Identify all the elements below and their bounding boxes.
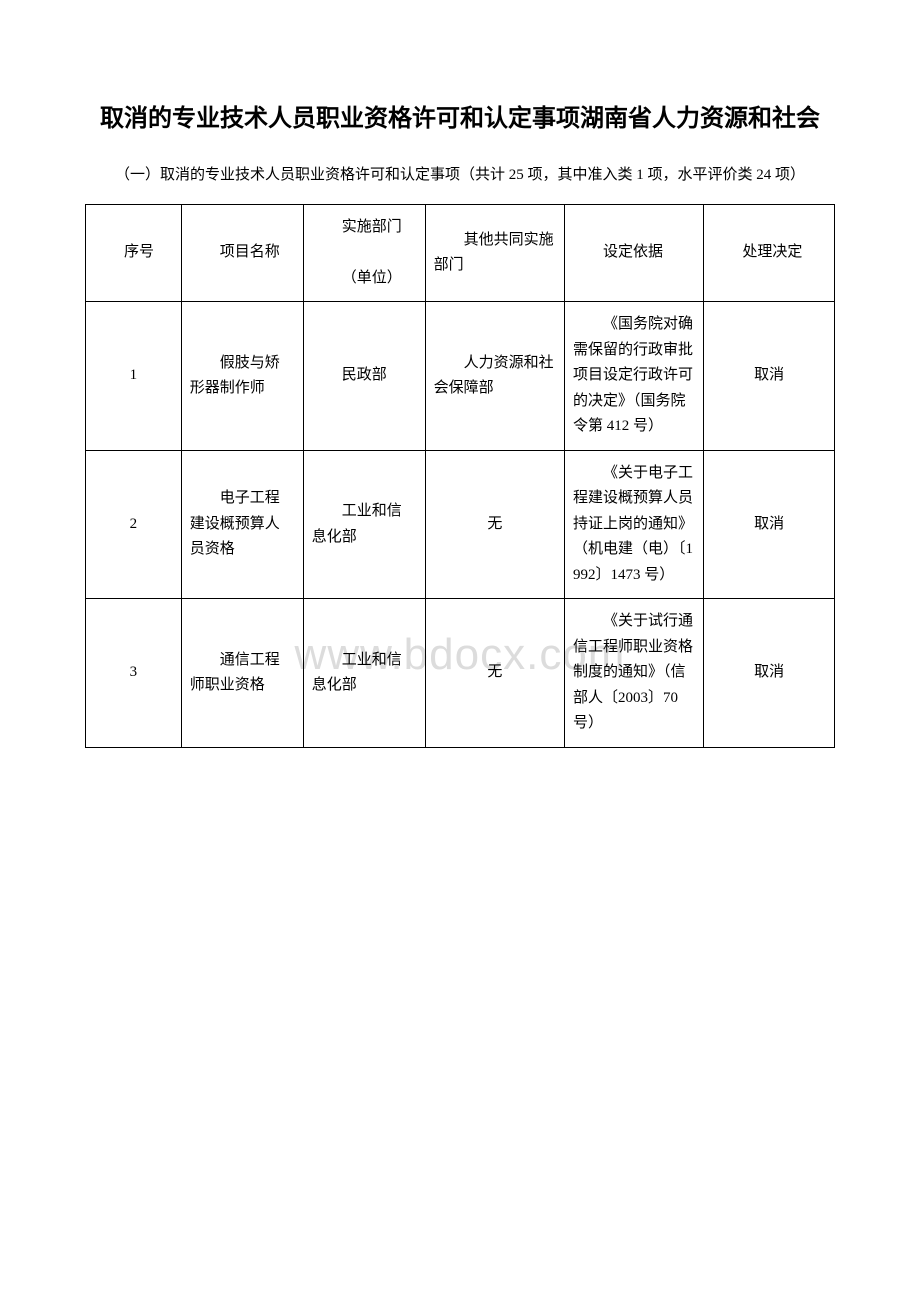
cell-basis-text: 《关于试行通信工程师职业资格制度的通知》（信部人〔2003〕70 号）	[573, 609, 695, 737]
cell-seq: 2	[86, 450, 182, 599]
header-seq-text: 序号	[94, 240, 173, 266]
cell-name: 电子工程建设概预算人员资格	[181, 450, 303, 599]
cell-basis-text: 《国务院对确需保留的行政审批项目设定行政许可的决定》（国务院令第 412 号）	[573, 312, 695, 440]
header-seq: 序号	[86, 204, 182, 302]
cell-dept: 民政部	[303, 302, 425, 451]
header-decision-text: 处理决定	[712, 240, 826, 266]
cell-seq: 3	[86, 599, 182, 748]
header-dept-sub-text: （单位）	[312, 266, 417, 292]
cell-other: 无	[425, 599, 564, 748]
cell-dept-text: 工业和信息化部	[312, 648, 417, 699]
cell-name: 假肢与矫形器制作师	[181, 302, 303, 451]
header-name-text: 项目名称	[190, 240, 295, 266]
cell-name: 通信工程师职业资格	[181, 599, 303, 748]
header-decision: 处理决定	[704, 204, 835, 302]
cell-seq: 1	[86, 302, 182, 451]
table-row: 3 通信工程师职业资格 工业和信息化部 无 《关于试行通信工程师职业资格制度的通…	[86, 599, 835, 748]
document-title: 取消的专业技术人员职业资格许可和认定事项湖南省人力资源和社会	[85, 100, 835, 138]
cell-basis: 《关于电子工程建设概预算人员持证上岗的通知》（机电建（电）〔1992〕1473 …	[565, 450, 704, 599]
cell-decision: 取消	[704, 599, 835, 748]
document-subtitle: （一）取消的专业技术人员职业资格许可和认定事项（共计 25 项，其中准入类 1 …	[85, 163, 835, 189]
cell-other-text: 人力资源和社会保障部	[434, 351, 556, 402]
table-row: 2 电子工程建设概预算人员资格 工业和信息化部 无 《关于电子工程建设概预算人员…	[86, 450, 835, 599]
table-row: 1 假肢与矫形器制作师 民政部 人力资源和社会保障部 《国务院对确需保留的行政审…	[86, 302, 835, 451]
cell-name-text: 假肢与矫形器制作师	[190, 351, 295, 402]
header-basis: 设定依据	[565, 204, 704, 302]
cell-decision: 取消	[704, 450, 835, 599]
cell-basis: 《关于试行通信工程师职业资格制度的通知》（信部人〔2003〕70 号）	[565, 599, 704, 748]
cell-dept: 工业和信息化部	[303, 599, 425, 748]
cell-other: 无	[425, 450, 564, 599]
cell-decision: 取消	[704, 302, 835, 451]
cell-name-text: 电子工程建设概预算人员资格	[190, 486, 295, 563]
cell-name-text: 通信工程师职业资格	[190, 648, 295, 699]
table-header-row: 序号 项目名称 实施部门 （单位） 其他共同实施部门 设定依据 处理决定	[86, 204, 835, 302]
cell-dept-text: 工业和信息化部	[312, 499, 417, 550]
header-other: 其他共同实施部门	[425, 204, 564, 302]
qualification-table: 序号 项目名称 实施部门 （单位） 其他共同实施部门 设定依据 处理决定 1 假…	[85, 204, 835, 748]
cell-dept: 工业和信息化部	[303, 450, 425, 599]
header-other-text: 其他共同实施部门	[434, 228, 556, 279]
header-basis-text: 设定依据	[573, 240, 695, 266]
cell-basis-text: 《关于电子工程建设概预算人员持证上岗的通知》（机电建（电）〔1992〕1473 …	[573, 461, 695, 589]
cell-dept-text: 民政部	[312, 363, 417, 389]
header-name: 项目名称	[181, 204, 303, 302]
header-dept: 实施部门 （单位）	[303, 204, 425, 302]
cell-other: 人力资源和社会保障部	[425, 302, 564, 451]
cell-basis: 《国务院对确需保留的行政审批项目设定行政许可的决定》（国务院令第 412 号）	[565, 302, 704, 451]
header-dept-text: 实施部门	[312, 215, 417, 241]
